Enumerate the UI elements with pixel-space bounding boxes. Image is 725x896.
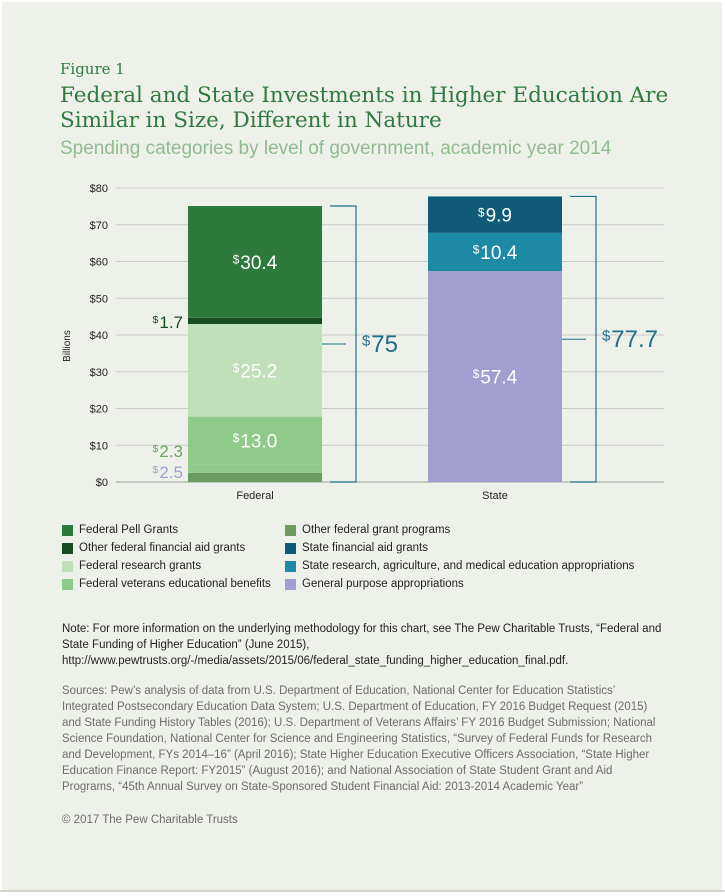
bar-segment-state_research bbox=[428, 232, 562, 272]
legend-label: Other federal financial aid grants bbox=[79, 542, 246, 554]
data-label-state_fin_aid: $9.9 bbox=[478, 206, 512, 227]
y-tick-label: $30 bbox=[90, 367, 108, 379]
chart-legend: Federal Pell Grants Other federal financ… bbox=[62, 524, 662, 596]
bottom-divider bbox=[0, 890, 725, 892]
legend-swatch bbox=[285, 525, 296, 536]
y-tick-label: $40 bbox=[90, 330, 108, 342]
y-axis-label: Billions bbox=[62, 330, 73, 362]
data-label-veterans_main: $13.0 bbox=[233, 431, 278, 452]
total-label: $77.7 bbox=[602, 326, 658, 353]
total-bracket bbox=[570, 195, 597, 483]
legend-swatch bbox=[62, 525, 73, 536]
bar-segment-state_fin_aid bbox=[428, 196, 562, 233]
legend-swatch bbox=[62, 543, 73, 554]
legend-label: State financial aid grants bbox=[302, 542, 428, 554]
x-category-label: State bbox=[482, 490, 508, 502]
total-bracket bbox=[330, 205, 357, 483]
data-label-state_research: $10.4 bbox=[473, 243, 518, 264]
legend-label: Other federal grant programs bbox=[302, 524, 451, 536]
bar-segment-other_fin_aid bbox=[188, 317, 322, 324]
legend-label: State research, agriculture, and medical… bbox=[302, 560, 635, 572]
chart-sources: Sources: Pew’s analysis of data from U.S… bbox=[62, 685, 656, 793]
y-tick-label: $20 bbox=[90, 404, 108, 416]
bar-segment-veterans bbox=[188, 464, 322, 473]
bar-segment-veterans_main bbox=[188, 416, 322, 465]
y-tick-label: $80 bbox=[90, 183, 108, 195]
copyright: © 2017 The Pew Charitable Trusts bbox=[62, 814, 238, 826]
data-label-research: $25.2 bbox=[233, 361, 278, 382]
legend-swatch bbox=[62, 579, 73, 590]
data-label-veterans: $2.3 bbox=[153, 442, 184, 461]
data-label-other-grant: $2.5 bbox=[153, 463, 184, 482]
legend-swatch bbox=[285, 543, 296, 554]
legend-label: Federal research grants bbox=[79, 560, 202, 572]
stacked-bar-chart: $0 $10 $20 $30 $40 $50 $60 $70 $80 Billions $57.4 $… bbox=[62, 183, 664, 502]
chart-note: Note: For more information on the underl… bbox=[62, 623, 662, 667]
total-label: $75 bbox=[362, 331, 398, 358]
data-label-general: $57.4 bbox=[473, 368, 518, 389]
chart-subtitle: Spending categories by level of governme… bbox=[60, 138, 612, 159]
y-tick-label: $60 bbox=[90, 257, 108, 269]
y-tick-label: $10 bbox=[90, 440, 108, 452]
legend-swatch bbox=[285, 561, 296, 572]
y-tick-label: $50 bbox=[90, 293, 108, 305]
legend-label: Federal veterans educational benefits bbox=[79, 578, 271, 590]
y-tick-label: $70 bbox=[90, 220, 108, 232]
data-label-pell: $30.4 bbox=[233, 253, 278, 274]
legend-label: Federal Pell Grants bbox=[79, 524, 179, 536]
bar-segment-research bbox=[188, 323, 322, 417]
y-tick-label: $0 bbox=[96, 477, 108, 489]
legend-swatch bbox=[62, 561, 73, 572]
bar-segment-general bbox=[428, 271, 562, 482]
bar-segment-pell bbox=[188, 206, 322, 318]
chart-title: Federal and State Investments in Higher … bbox=[60, 83, 669, 133]
data-label-other-financial-aid: $1.7 bbox=[153, 313, 184, 332]
bar-segment-other_grant bbox=[188, 472, 322, 482]
x-category-label: Federal bbox=[236, 490, 273, 502]
legend-swatch bbox=[285, 579, 296, 590]
figure-label: Figure 1 bbox=[60, 60, 125, 78]
legend-label: General purpose appropriations bbox=[302, 578, 464, 590]
